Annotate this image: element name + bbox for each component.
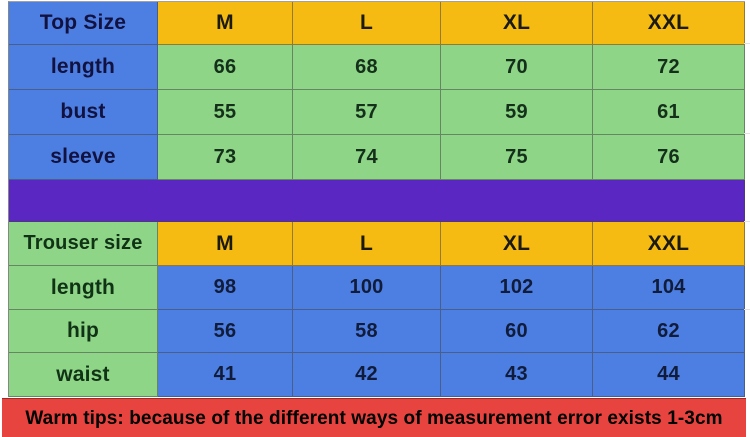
value-cell: 41 <box>158 353 293 397</box>
trouser-size-header-m: M <box>158 222 293 266</box>
top-size-header-xl: XL <box>441 2 593 45</box>
size-table: Top Size M L XL XXL length 66 68 70 72 b… <box>8 1 745 397</box>
value-cell: 100 <box>293 266 441 310</box>
value-cell: 104 <box>593 266 745 310</box>
warm-tips-bar: Warm tips: because of the different ways… <box>2 398 746 437</box>
top-row-label-sleeve: sleeve <box>9 135 158 180</box>
value-cell: 68 <box>293 45 441 90</box>
trouser-row-label-hip: hip <box>9 310 158 353</box>
value-cell: 70 <box>441 45 593 90</box>
value-cell: 102 <box>441 266 593 310</box>
separator-row <box>9 180 745 222</box>
gridline <box>744 221 750 222</box>
top-size-header-xxl: XXL <box>593 2 745 45</box>
top-row-label-bust: bust <box>9 90 158 135</box>
trouser-size-header-xl: XL <box>441 222 593 266</box>
value-cell: 62 <box>593 310 745 353</box>
value-cell: 73 <box>158 135 293 180</box>
trouser-size-corner-cell: Trouser size <box>9 222 158 266</box>
value-cell: 61 <box>593 90 745 135</box>
top-size-header-m: M <box>158 2 293 45</box>
value-cell: 66 <box>158 45 293 90</box>
gridline <box>744 133 750 134</box>
value-cell: 57 <box>293 90 441 135</box>
value-cell: 75 <box>441 135 593 180</box>
value-cell: 44 <box>593 353 745 397</box>
gridline <box>744 43 750 44</box>
trouser-row-label-waist: waist <box>9 353 158 397</box>
value-cell: 76 <box>593 135 745 180</box>
trouser-size-header-xxl: XXL <box>593 222 745 266</box>
value-cell: 55 <box>158 90 293 135</box>
value-cell: 56 <box>158 310 293 353</box>
trouser-row-label-length: length <box>9 266 158 310</box>
warm-tips-text: Warm tips: because of the different ways… <box>25 407 723 429</box>
value-cell: 72 <box>593 45 745 90</box>
top-size-header-l: L <box>293 2 441 45</box>
value-cell: 98 <box>158 266 293 310</box>
value-cell: 60 <box>441 310 593 353</box>
value-cell: 74 <box>293 135 441 180</box>
top-size-corner-cell: Top Size <box>9 2 158 45</box>
value-cell: 42 <box>293 353 441 397</box>
gridline <box>744 309 750 310</box>
value-cell: 59 <box>441 90 593 135</box>
top-row-label-length: length <box>9 45 158 90</box>
value-cell: 43 <box>441 353 593 397</box>
trouser-size-header-l: L <box>293 222 441 266</box>
value-cell: 58 <box>293 310 441 353</box>
